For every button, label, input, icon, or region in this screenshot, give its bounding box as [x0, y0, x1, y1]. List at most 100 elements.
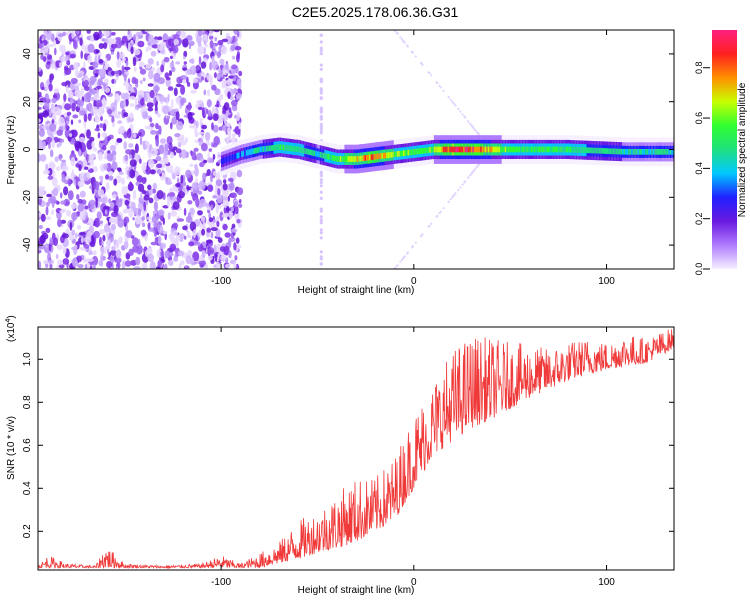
- noise-speck: [142, 77, 146, 82]
- noise-speck: [123, 112, 129, 118]
- noise-streak-dot: [427, 71, 430, 74]
- noise-speck: [45, 216, 52, 220]
- trace-cell: [378, 153, 381, 160]
- noise-speck: [91, 141, 95, 149]
- trace-cell: [473, 146, 476, 153]
- noise-speck: [190, 89, 197, 94]
- trace-cell: [390, 151, 393, 158]
- trace-cell: [302, 147, 305, 154]
- noise-speck: [155, 156, 162, 162]
- trace-cell: [586, 147, 589, 154]
- snr-line: [38, 329, 674, 570]
- noise-speck: [149, 122, 155, 128]
- noise-streak-dot: [453, 103, 456, 106]
- trace-cell: [495, 146, 498, 153]
- noise-speck: [231, 64, 238, 70]
- trace-cell: [316, 151, 319, 157]
- trace-cell: [282, 144, 285, 151]
- noise-speck: [65, 51, 70, 56]
- snr-x-axis-label: Height of straight line (km): [298, 585, 415, 596]
- noise-speck: [173, 87, 178, 97]
- noise-streak-dot: [451, 100, 454, 103]
- noise-speck: [170, 210, 178, 217]
- noise-speck: [132, 189, 137, 200]
- noise-speck: [100, 115, 103, 121]
- trace-cell: [270, 145, 273, 151]
- noise-speck: [116, 239, 123, 244]
- noise-speck: [206, 227, 212, 233]
- noise-speck: [79, 37, 83, 46]
- noise-speck: [236, 78, 241, 86]
- noise-speck: [126, 128, 132, 139]
- noise-speck: [127, 30, 131, 35]
- noise-speck: [71, 229, 76, 236]
- noise-speck: [175, 61, 181, 65]
- noise-speck: [79, 211, 86, 221]
- noise-speck: [141, 177, 147, 184]
- noise-speck: [90, 34, 94, 43]
- noise-speck: [230, 44, 236, 51]
- trace-cell: [575, 147, 578, 153]
- trace-cell: [245, 150, 248, 156]
- noise-speck: [227, 91, 231, 99]
- x-tick-label: 100: [598, 276, 615, 287]
- noise-speck: [174, 133, 181, 138]
- trace-cell: [304, 148, 307, 154]
- noise-speck: [45, 43, 49, 54]
- noise-speck: [111, 150, 117, 156]
- noise-speck: [233, 242, 237, 251]
- noise-speck: [61, 81, 68, 87]
- noise-speck: [206, 99, 212, 108]
- noise-speck: [87, 54, 92, 64]
- noise-speck: [113, 178, 118, 186]
- trace-cell: [366, 154, 368, 161]
- trace-cell: [387, 152, 390, 158]
- trace-cell: [506, 146, 509, 153]
- noise-streak-dot: [463, 181, 466, 184]
- noise-speck: [223, 79, 227, 89]
- trace-cell: [618, 148, 621, 155]
- noise-speck: [144, 234, 148, 242]
- noise-speck: [219, 64, 224, 69]
- noise-speck: [89, 199, 96, 206]
- noise-streak-dot: [430, 74, 433, 77]
- trace-cell: [457, 146, 459, 153]
- trace-cell: [480, 146, 483, 153]
- noise-speck: [135, 215, 141, 225]
- noise-streak-dot: [470, 172, 473, 175]
- noise-speck: [180, 98, 185, 106]
- noise-speck: [234, 200, 239, 207]
- noise-speck: [238, 199, 242, 204]
- noise-speck: [147, 222, 151, 230]
- trace-cell: [319, 152, 322, 158]
- noise-speck: [98, 59, 104, 64]
- noise-speck: [170, 122, 173, 130]
- noise-speck: [111, 79, 115, 84]
- trace-cell: [649, 149, 652, 155]
- trace-cell: [483, 146, 486, 153]
- noise-streak-dot: [421, 233, 424, 236]
- noise-speck: [194, 167, 199, 177]
- noise-speck: [196, 100, 203, 104]
- noise-speck: [77, 180, 85, 188]
- noise-streak-dot: [400, 258, 403, 261]
- noise-streak-dot: [319, 215, 323, 219]
- noise-speck: [139, 68, 147, 75]
- noise-speck: [65, 122, 68, 130]
- noise-speck: [238, 203, 243, 208]
- noise-speck: [86, 140, 93, 150]
- noise-speck: [88, 251, 93, 256]
- noise-speck: [177, 250, 185, 257]
- noise-speck: [43, 244, 50, 248]
- noise-speck: [193, 196, 199, 200]
- noise-speck: [165, 76, 171, 81]
- noise-streak-dot: [319, 122, 323, 126]
- noise-speck: [150, 129, 157, 135]
- noise-speck: [71, 30, 75, 39]
- noise-speck: [185, 169, 192, 179]
- noise-speck: [38, 225, 43, 229]
- noise-speck: [197, 242, 201, 247]
- noise-speck: [141, 216, 145, 221]
- trace-cell: [572, 146, 575, 153]
- noise-speck: [121, 260, 126, 269]
